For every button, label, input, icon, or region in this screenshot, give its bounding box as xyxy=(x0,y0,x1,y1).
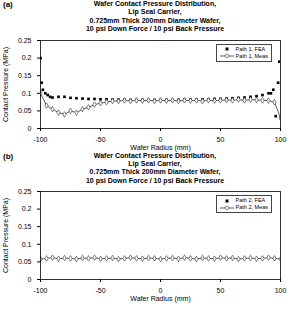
html-text:Lip Seal Carrier,: Lip Seal Carrier, xyxy=(128,8,182,16)
svg-text:100: 100 xyxy=(275,136,287,143)
svg-text:Wafer Radius (mm): Wafer Radius (mm) xyxy=(130,295,190,303)
svg-text:0.1: 0.1 xyxy=(22,89,32,96)
svg-text:0: 0 xyxy=(159,136,163,143)
svg-text:-50: -50 xyxy=(95,288,105,295)
svg-text:0.05: 0.05 xyxy=(18,107,32,114)
html-text:Path 1, FEA: Path 1, FEA xyxy=(235,45,266,52)
svg-text:0.2: 0.2 xyxy=(22,54,32,61)
svg-text:-100: -100 xyxy=(33,288,47,295)
html-text:10 psi Down Force / 10 psi Bac: 10 psi Down Force / 10 psi Back Pressure xyxy=(85,25,225,33)
svg-text:Wafer Radius (mm): Wafer Radius (mm) xyxy=(130,143,190,151)
html-text:0.725mm Thick 200mm Diameter W: 0.725mm Thick 200mm Diameter Wafer, xyxy=(89,168,221,176)
html-text:Wafer Contact Pressure Distrib: Wafer Contact Pressure Distribution, xyxy=(93,0,217,7)
svg-text:50: 50 xyxy=(217,288,225,295)
svg-text:0.2: 0.2 xyxy=(22,206,32,213)
svg-text:Contact Pressure (MPa): Contact Pressure (MPa) xyxy=(2,198,10,273)
svg-text:0.15: 0.15 xyxy=(18,223,32,230)
svg-text:0.15: 0.15 xyxy=(18,72,32,79)
html-text:(a): (a) xyxy=(3,0,13,9)
html-text:Path 2, FEA: Path 2, FEA xyxy=(235,197,266,204)
svg-text:0.25: 0.25 xyxy=(18,36,32,43)
svg-text:-50: -50 xyxy=(95,136,105,143)
svg-text:0: 0 xyxy=(28,124,32,131)
svg-text:0.1: 0.1 xyxy=(22,241,32,248)
svg-text:0.05: 0.05 xyxy=(18,258,32,265)
html-text:Lip Seal Carrier,: Lip Seal Carrier, xyxy=(128,160,182,167)
svg-text:0.25: 0.25 xyxy=(18,188,32,195)
svg-text:-100: -100 xyxy=(33,136,47,143)
svg-text:0: 0 xyxy=(159,288,163,295)
html-text:Path 1, Meas: Path 1, Meas xyxy=(235,52,268,59)
svg-text:0: 0 xyxy=(28,276,32,283)
svg-text:50: 50 xyxy=(217,136,225,143)
svg-text:100: 100 xyxy=(275,288,287,295)
svg-text:Contact Pressure (MPa): Contact Pressure (MPa) xyxy=(2,47,10,122)
html-text:0.725mm Thick 200mm Diameter W: 0.725mm Thick 200mm Diameter Wafer, xyxy=(89,16,221,24)
html-text:Wafer Contact Pressure Distrib: Wafer Contact Pressure Distribution, xyxy=(93,151,217,159)
html-text:Path 2, Meas: Path 2, Meas xyxy=(235,204,268,211)
html-text:10 psi Down Force / 10 psi Bac: 10 psi Down Force / 10 psi Back Pressure xyxy=(85,176,225,184)
html-text:(b): (b) xyxy=(3,151,14,161)
